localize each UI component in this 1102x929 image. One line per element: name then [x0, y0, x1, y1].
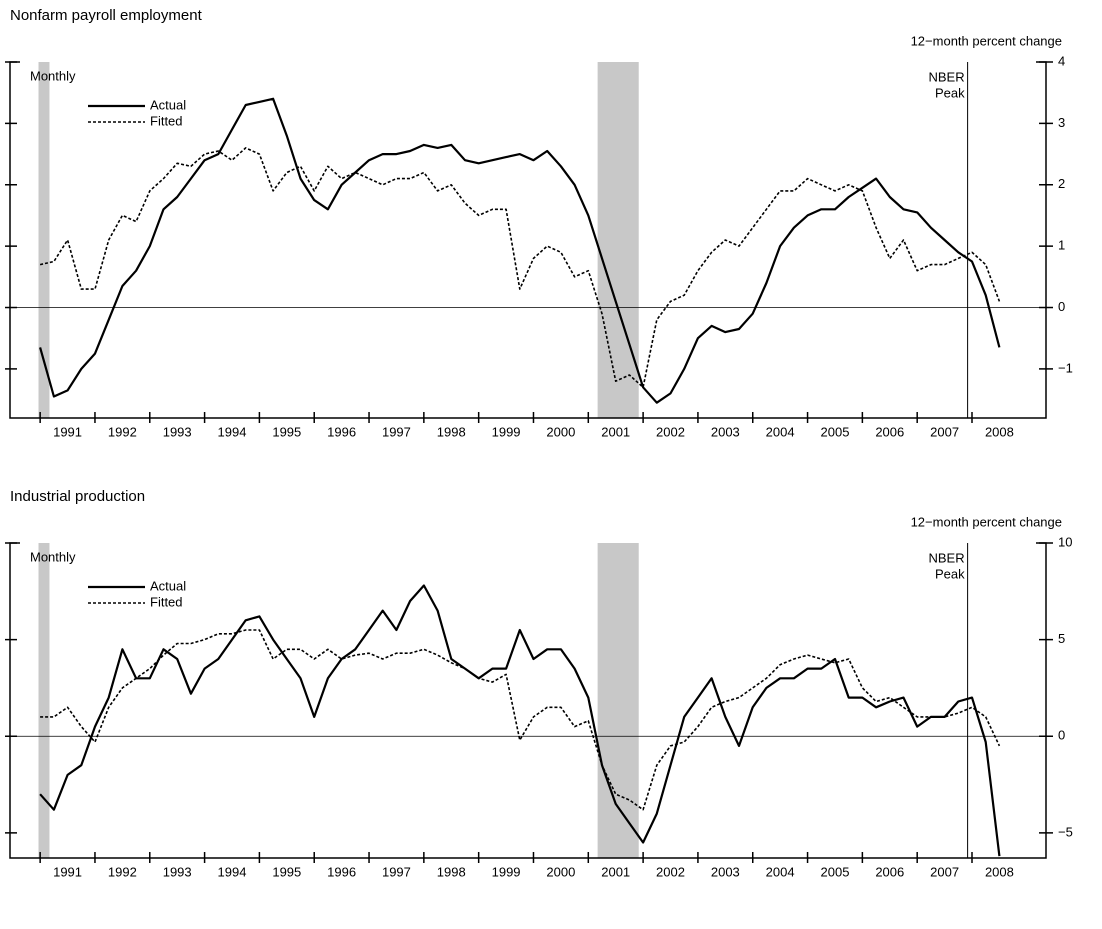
series-line	[39, 584, 1001, 857]
chart-title: Nonfarm payroll employment	[10, 7, 203, 24]
note: Monthly	[30, 68, 76, 83]
x-tick-label: 1992	[108, 864, 137, 879]
x-tick-label: 2008	[985, 424, 1014, 439]
x-tick-label: 2001	[601, 424, 630, 439]
y-tick-label: 0	[1058, 728, 1065, 743]
x-tick-label: 2000	[546, 864, 575, 879]
y-tick-label: 2	[1058, 176, 1065, 191]
x-tick-label: 1999	[492, 424, 521, 439]
x-tick-label: 2006	[875, 864, 904, 879]
series-line	[39, 147, 1001, 389]
x-tick-label: 2003	[711, 424, 740, 439]
x-tick-label: 1996	[327, 864, 356, 879]
x-tick-label: 2003	[711, 864, 740, 879]
x-tick-label: 2007	[930, 424, 959, 439]
recession-shade	[38, 62, 50, 418]
recession-shade	[597, 62, 639, 418]
y-tick-label: 4	[1058, 53, 1065, 68]
x-tick-label: 1994	[218, 864, 247, 879]
x-tick-label: 2007	[930, 864, 959, 879]
peak-label: NBER	[928, 550, 964, 565]
series-line	[40, 629, 1001, 811]
legend-label: Fitted	[150, 113, 183, 128]
y-tick-label: 1	[1058, 238, 1065, 253]
x-tick-label: 2006	[875, 424, 904, 439]
series-line	[39, 97, 1001, 404]
x-tick-label: 2004	[766, 864, 795, 879]
legend-label: Actual	[150, 97, 186, 112]
y-tick-label: 5	[1058, 631, 1065, 646]
x-tick-label: 1997	[382, 424, 411, 439]
x-tick-label: 1993	[163, 424, 192, 439]
peak-label: Peak	[935, 566, 965, 581]
x-tick-label: 1993	[163, 864, 192, 879]
x-tick-label: 2001	[601, 864, 630, 879]
x-tick-label: 1998	[437, 424, 466, 439]
y-tick-label: −5	[1058, 824, 1073, 839]
y-tick-label: 0	[1058, 299, 1065, 314]
x-tick-label: 1998	[437, 864, 466, 879]
y-tick-label: 10	[1058, 534, 1072, 549]
x-tick-label: 1991	[53, 864, 82, 879]
x-tick-label: 2000	[546, 424, 575, 439]
recession-shade	[38, 543, 50, 858]
x-tick-label: 1999	[492, 864, 521, 879]
x-tick-label: 1995	[272, 424, 301, 439]
x-tick-label: 1991	[53, 424, 82, 439]
y-tick-label: −1	[1058, 360, 1073, 375]
x-tick-label: 2005	[821, 864, 850, 879]
legend-label: Fitted	[150, 594, 183, 609]
recession-shade	[597, 543, 639, 858]
unit-label: 12−month percent change	[911, 514, 1062, 529]
peak-label: Peak	[935, 85, 965, 100]
x-tick-label: 1992	[108, 424, 137, 439]
note: Monthly	[30, 549, 76, 564]
x-tick-label: 1995	[272, 864, 301, 879]
x-tick-label: 2005	[821, 424, 850, 439]
x-tick-label: 2004	[766, 424, 795, 439]
x-tick-label: 2008	[985, 864, 1014, 879]
x-tick-label: 1994	[218, 424, 247, 439]
x-tick-label: 2002	[656, 864, 685, 879]
x-tick-label: 1996	[327, 424, 356, 439]
x-tick-label: 1997	[382, 864, 411, 879]
x-tick-label: 2002	[656, 424, 685, 439]
legend-label: Actual	[150, 578, 186, 593]
peak-label: NBER	[928, 69, 964, 84]
y-tick-label: 3	[1058, 115, 1065, 130]
chart-title: Industrial production	[10, 488, 145, 505]
unit-label: 12−month percent change	[911, 33, 1062, 48]
